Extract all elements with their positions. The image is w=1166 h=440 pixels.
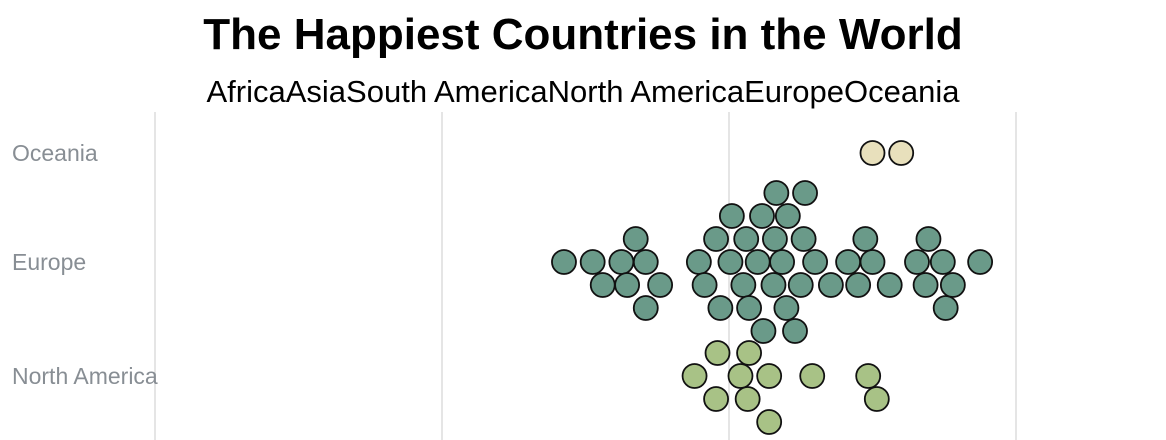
point-europe-11[interactable] — [703, 226, 729, 252]
legend-entry-asia[interactable]: Asia — [285, 74, 347, 109]
point-europe-17[interactable] — [736, 295, 762, 321]
point-europe-34[interactable] — [845, 272, 872, 298]
point-north-america-2[interactable] — [704, 340, 731, 366]
point-europe-41[interactable] — [929, 249, 956, 275]
point-europe-10[interactable] — [691, 272, 718, 298]
point-europe-33[interactable] — [835, 249, 862, 275]
point-europe-8[interactable] — [647, 272, 674, 298]
point-north-america-5[interactable] — [736, 340, 762, 366]
legend-entry-africa[interactable]: Africa — [206, 74, 286, 109]
point-europe-19[interactable] — [749, 203, 775, 229]
point-europe-28[interactable] — [787, 272, 814, 298]
point-europe-21[interactable] — [760, 272, 787, 298]
point-north-america-0[interactable] — [681, 363, 708, 389]
point-europe-6[interactable] — [632, 249, 659, 275]
data-points — [551, 140, 994, 435]
chart-title: The Happiest Countries in the World — [203, 10, 963, 59]
point-europe-2[interactable] — [589, 272, 616, 298]
point-north-america-8[interactable] — [799, 363, 826, 389]
point-europe-30[interactable] — [792, 180, 818, 206]
category-label-europe: Europe — [12, 249, 86, 275]
point-europe-7[interactable] — [632, 295, 659, 321]
point-europe-31[interactable] — [802, 249, 828, 275]
point-europe-15[interactable] — [730, 272, 757, 298]
point-europe-44[interactable] — [967, 249, 994, 275]
category-label-north-america: North America — [12, 363, 158, 389]
point-europe-25[interactable] — [773, 295, 800, 321]
point-europe-26[interactable] — [774, 203, 801, 229]
point-north-america-10[interactable] — [863, 386, 890, 412]
point-europe-43[interactable] — [939, 272, 966, 298]
point-north-america-6[interactable] — [756, 363, 783, 389]
point-europe-4[interactable] — [614, 272, 641, 298]
point-europe-9[interactable] — [685, 249, 712, 275]
point-north-america-9[interactable] — [855, 363, 882, 389]
point-europe-3[interactable] — [608, 249, 635, 275]
point-europe-35[interactable] — [852, 226, 879, 252]
gridlines — [154, 112, 1017, 440]
point-europe-5[interactable] — [622, 226, 649, 252]
point-europe-14[interactable] — [718, 203, 745, 229]
point-north-america-7[interactable] — [756, 409, 783, 435]
point-europe-36[interactable] — [859, 249, 886, 275]
category-labels: Oceania Europe North America — [12, 140, 158, 389]
point-europe-22[interactable] — [762, 226, 788, 252]
legend: AfricaAsiaSouth AmericaNorth AmericaEuro… — [0, 74, 1166, 110]
point-europe-37[interactable] — [876, 272, 903, 298]
legend-entry-north-america[interactable]: North America — [547, 74, 745, 109]
point-oceania-0[interactable] — [859, 140, 886, 166]
legend-entry-south-america[interactable]: South America — [346, 74, 548, 109]
point-europe-42[interactable] — [932, 295, 959, 321]
point-europe-24[interactable] — [769, 249, 795, 275]
point-europe-12[interactable] — [707, 295, 734, 321]
legend-entry-oceania[interactable]: Oceania — [844, 74, 960, 109]
point-europe-0[interactable] — [551, 249, 577, 275]
point-europe-32[interactable] — [817, 272, 844, 298]
point-europe-20[interactable] — [750, 318, 777, 344]
point-europe-1[interactable] — [579, 249, 606, 275]
point-north-america-4[interactable] — [734, 386, 761, 412]
category-label-oceania: Oceania — [12, 140, 98, 166]
point-europe-38[interactable] — [904, 249, 930, 275]
point-north-america-1[interactable] — [703, 386, 729, 412]
point-europe-16[interactable] — [733, 226, 760, 252]
point-europe-23[interactable] — [763, 180, 790, 206]
point-north-america-3[interactable] — [727, 363, 754, 389]
point-europe-13[interactable] — [717, 249, 744, 275]
point-europe-18[interactable] — [744, 249, 771, 275]
point-europe-29[interactable] — [790, 226, 817, 252]
point-oceania-1[interactable] — [888, 140, 915, 166]
point-europe-27[interactable] — [782, 318, 808, 344]
legend-entry-europe[interactable]: Europe — [744, 74, 845, 109]
point-europe-39[interactable] — [912, 272, 939, 298]
point-europe-40[interactable] — [915, 226, 942, 252]
